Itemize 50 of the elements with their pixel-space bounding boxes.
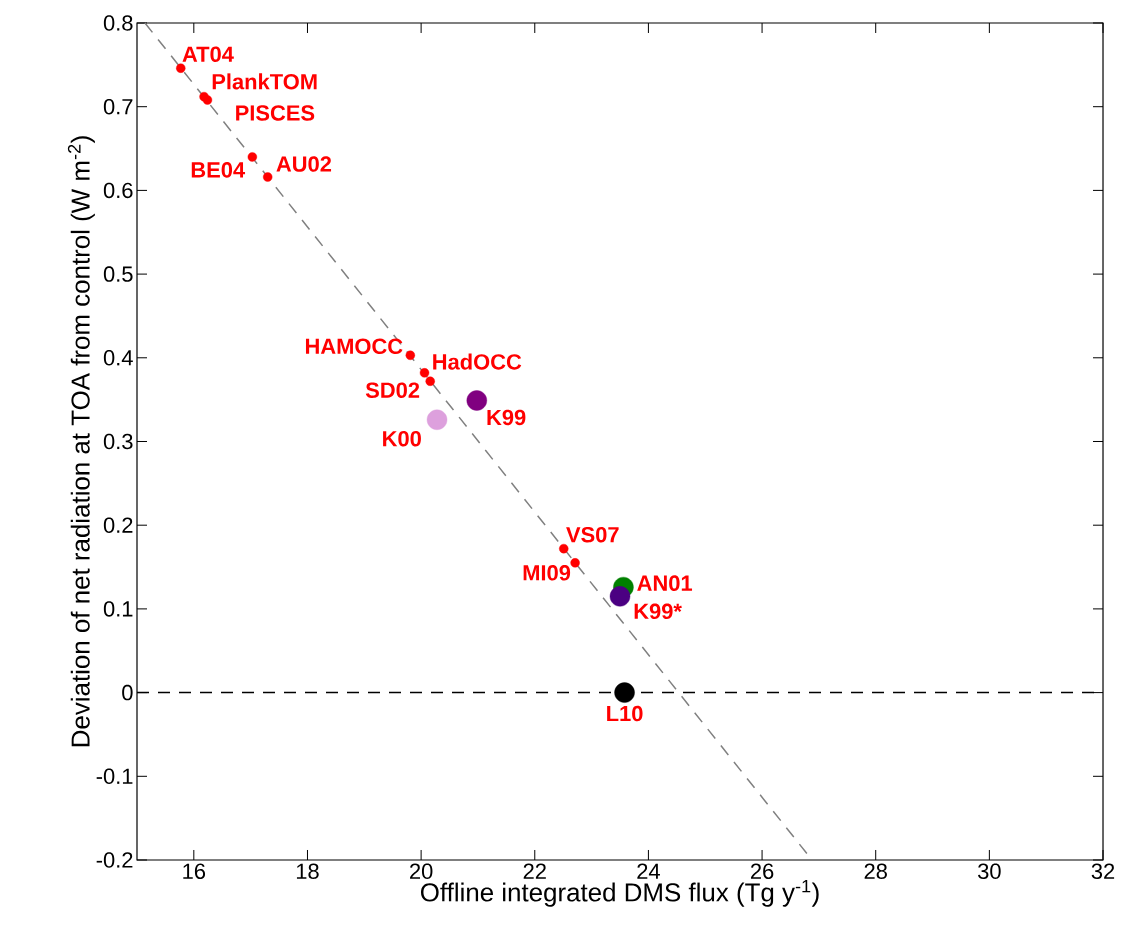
y-tick-label: 0.7	[103, 98, 133, 115]
x-tick-label: 24	[637, 863, 660, 879]
point	[609, 586, 631, 607]
point	[614, 682, 635, 703]
y-tick-label: 0.2	[103, 517, 133, 533]
x-tick-label: 22	[523, 863, 546, 879]
x-tick-label: 26	[750, 863, 774, 880]
point	[247, 152, 258, 162]
point	[176, 63, 186, 73]
y-axis-title: Deviation of net radiation at TOA from control (W m$^{-2}$)	[67, 136, 95, 747]
annotation: PISCES	[236, 105, 315, 121]
point	[425, 376, 435, 386]
y-tick-label: 0.8	[103, 15, 133, 31]
point	[202, 95, 213, 105]
annotation: BE04	[191, 162, 246, 178]
annotation: K99*	[634, 603, 682, 620]
y-tick-label: 0.3	[103, 433, 133, 450]
annotation: AT04	[182, 46, 234, 62]
point	[263, 172, 273, 182]
annotation: PlankTOM	[212, 73, 317, 90]
y-tick-label: -0.1	[96, 768, 133, 785]
point	[426, 409, 448, 430]
x-tick-label: 18	[296, 863, 319, 880]
y-tick-label: 0.6	[103, 182, 133, 199]
annotation: K99	[487, 409, 526, 426]
point	[570, 558, 580, 568]
x-tick-label: 16	[183, 863, 206, 880]
y-tick-label: 0.5	[103, 266, 133, 282]
annotation: HadOCC	[433, 353, 522, 370]
point	[405, 350, 416, 360]
annotation: L10	[607, 705, 643, 722]
x-tick-label: 28	[864, 863, 887, 880]
y-tick-label: -0.2	[96, 852, 133, 868]
y-tick-label: 0	[122, 684, 133, 701]
x-tick-label: 32	[1091, 863, 1115, 880]
annotation: VS07	[566, 526, 619, 543]
x-tick-label: 30	[978, 863, 1001, 880]
annotation: K00	[383, 430, 421, 447]
x-axis-title: Offline integrated DMS flux (Tg y$^{-1}$)	[420, 879, 819, 907]
point	[466, 390, 488, 411]
annotation: AU02	[276, 156, 332, 172]
annotation: MI09	[523, 565, 571, 581]
x-tick-label: 20	[410, 863, 433, 880]
annotation: AN01	[637, 575, 693, 591]
annotation: SD02	[365, 382, 420, 398]
annotation: HAMOCC	[305, 338, 403, 355]
point	[419, 368, 430, 378]
point	[559, 543, 569, 554]
y-tick-label: 0.4	[103, 350, 133, 366]
y-tick-label: 0.1	[103, 601, 133, 617]
